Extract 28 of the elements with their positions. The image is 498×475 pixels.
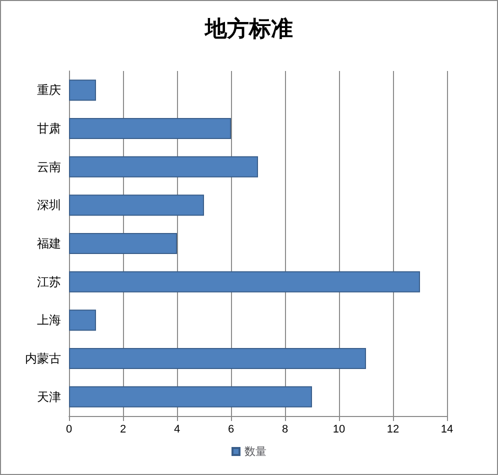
legend-label: 数量 [244, 445, 266, 458]
x-tick-label: 12 [386, 424, 400, 436]
bar [69, 118, 231, 140]
y-tick-label: 甘肃 [37, 122, 61, 136]
x-tick-label: 8 [282, 424, 288, 436]
x-tick-label: 6 [228, 424, 234, 436]
bar [69, 80, 96, 101]
bar [69, 232, 177, 254]
bar [69, 348, 366, 370]
x-tick-label: 14 [440, 424, 454, 436]
bar [69, 271, 420, 292]
y-tick-label: 江苏 [37, 274, 61, 289]
chart-title: 地方标准 [204, 16, 293, 42]
y-tick-label: 福建 [37, 236, 61, 250]
y-tick-label: 云南 [37, 160, 61, 174]
y-tick-label: 天津 [37, 390, 61, 404]
bar [69, 156, 258, 178]
y-tick-label: 内蒙古 [25, 352, 61, 366]
y-tick-label: 深圳 [37, 198, 61, 212]
y-tick-label: 重庆 [37, 83, 61, 98]
x-tick-label: 0 [66, 424, 72, 436]
x-tick-label: 4 [174, 424, 180, 436]
x-tick-label: 10 [332, 424, 346, 436]
x-tick-label: 2 [120, 424, 126, 436]
bar [69, 194, 204, 216]
bar [69, 310, 96, 331]
y-tick-label: 上海 [37, 313, 61, 328]
bar [69, 386, 312, 408]
